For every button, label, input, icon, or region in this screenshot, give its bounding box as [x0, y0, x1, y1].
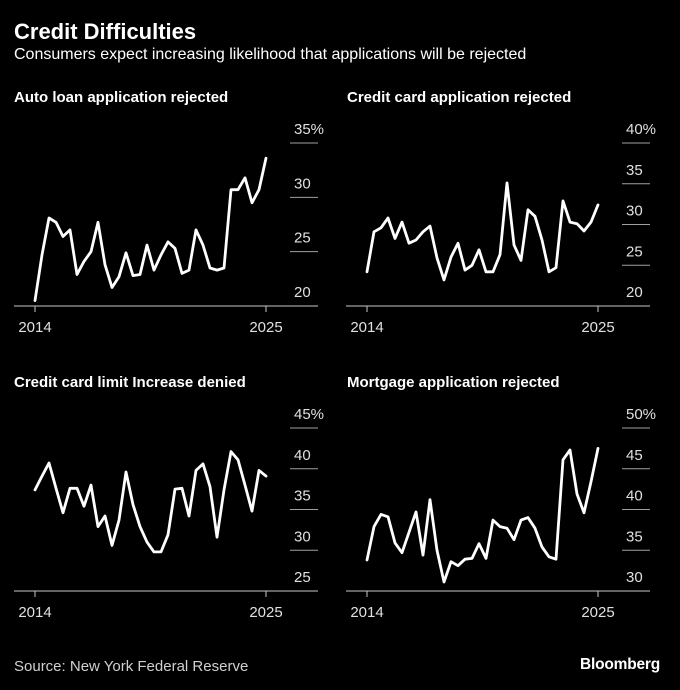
- y-tick-label-25: 25: [294, 230, 311, 247]
- y-tick-label-45: 45%: [294, 406, 324, 423]
- y-tick-label-40: 40%: [626, 121, 656, 138]
- x-tick-label-2025: 2025: [581, 604, 614, 621]
- x-tick-label-2025: 2025: [581, 319, 614, 336]
- bloomberg-logo: Bloomberg: [579, 656, 660, 673]
- y-tick-label-35: 35%: [294, 121, 324, 138]
- y-tick-label-30: 30: [294, 528, 311, 545]
- y-tick-label-20: 20: [294, 284, 311, 301]
- panel-mortgage-application: 30 35 40 45 50% 2014 2025: [346, 406, 656, 621]
- y-tick-label-25: 25: [294, 569, 311, 586]
- x-tick-label-2014: 2014: [350, 604, 383, 621]
- series-line-auto-loan: [33, 156, 268, 303]
- x-tick-label-2014: 2014: [350, 319, 383, 336]
- y-tick-label-40: 40: [294, 447, 311, 464]
- x-tick-label-2025: 2025: [249, 604, 282, 621]
- y-tick-label-30: 30: [626, 569, 643, 586]
- x-tick-label-2025: 2025: [249, 319, 282, 336]
- panel-title-credit-card-application: Credit card application rejected: [347, 89, 572, 106]
- y-tick-label-30: 30: [626, 203, 643, 220]
- panel-title-credit-limit-increase: Credit card limit Increase denied: [14, 374, 246, 391]
- y-tick-label-20: 20: [626, 284, 643, 301]
- series-line-credit-limit-increase: [33, 450, 268, 554]
- series-line-mortgage-application: [365, 446, 600, 584]
- y-tick-label-35: 35: [626, 162, 643, 179]
- y-tick-label-35: 35: [294, 488, 311, 505]
- x-tick-label-2014: 2014: [18, 319, 51, 336]
- y-tick-label-45: 45: [626, 447, 643, 464]
- y-tick-label-30: 30: [294, 175, 311, 192]
- y-tick-label-35: 35: [626, 528, 643, 545]
- y-tick-label-25: 25: [626, 243, 643, 260]
- x-tick-label-2014: 2014: [18, 604, 51, 621]
- panel-credit-limit-increase: 25 30 35 40 45% 2014 2025: [14, 406, 324, 621]
- source-note: Source: New York Federal Reserve: [14, 658, 249, 675]
- series-line-credit-card-application: [365, 181, 600, 282]
- panel-title-auto-loan: Auto loan application rejected: [14, 89, 229, 106]
- panel-title-mortgage-application: Mortgage application rejected: [347, 374, 560, 391]
- chart-subtitle: Consumers expect increasing likelihood t…: [14, 46, 527, 63]
- chart-title: Credit Difficulties: [14, 19, 197, 44]
- y-tick-label-40: 40: [626, 488, 643, 505]
- y-tick-label-50: 50%: [626, 406, 656, 423]
